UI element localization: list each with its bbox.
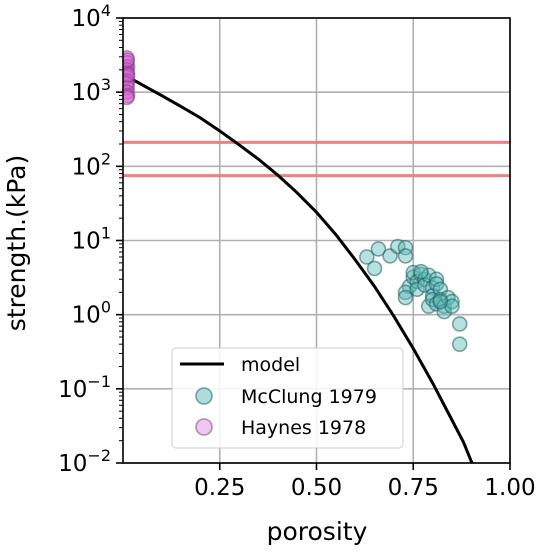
- haynes-series: [123, 50, 136, 106]
- mcclung-point: [397, 284, 414, 301]
- mcclung-point: [444, 293, 460, 310]
- y-tick-label: 101: [72, 224, 111, 255]
- legend-haynes-label: Haynes 1978: [241, 417, 366, 439]
- mcclung-point: [366, 260, 383, 277]
- y-axis-label: strength.(kPa): [2, 155, 31, 332]
- x-axis-label: porosity: [267, 517, 368, 546]
- x-tick-label: 0.50: [291, 475, 342, 501]
- legend-mcclung-label: McClung 1979: [241, 386, 377, 408]
- y-tick-label: 102: [72, 149, 111, 180]
- haynes-point: [123, 89, 135, 106]
- x-tick-label: 0.25: [194, 475, 245, 501]
- haynes-point: [123, 67, 136, 83]
- mcclung-point: [370, 241, 387, 257]
- mcclung-series: [359, 238, 468, 352]
- legend-haynes-swatch: [195, 418, 213, 436]
- model-series: [123, 72, 474, 463]
- legend-model-label: model: [241, 354, 300, 376]
- legend-mcclung-swatch: [195, 387, 213, 405]
- threshold-lines: [123, 140, 510, 178]
- mcclung-point: [451, 316, 468, 332]
- x-tick-label: 1.00: [484, 475, 535, 501]
- mcclung-point: [413, 263, 429, 280]
- legend-box: [171, 347, 404, 449]
- y-ticks: 10−2 10−1 100 101 102 103 104: [58, 1, 123, 477]
- mcclung-point: [397, 289, 414, 306]
- mcclung-point: [359, 249, 375, 265]
- legend: model McClung 1979 Haynes 1978: [171, 347, 404, 449]
- y-tick-label: 103: [72, 75, 111, 106]
- y-tick-label: 104: [72, 1, 111, 32]
- mcclung-point: [451, 336, 468, 352]
- y-tick-label: 10−1: [58, 372, 111, 403]
- mcclung-point: [432, 293, 449, 310]
- mcclung-point: [397, 248, 414, 264]
- model-line: [123, 72, 474, 463]
- mcclung-point: [397, 239, 414, 256]
- x-tick-label: 0.75: [388, 475, 439, 501]
- haynes-point: [123, 52, 136, 68]
- y-tick-label: 100: [72, 298, 111, 329]
- x-ticks: 0.25 0.50 0.75 1.00: [194, 463, 536, 501]
- y-tick-label: 10−2: [58, 446, 111, 477]
